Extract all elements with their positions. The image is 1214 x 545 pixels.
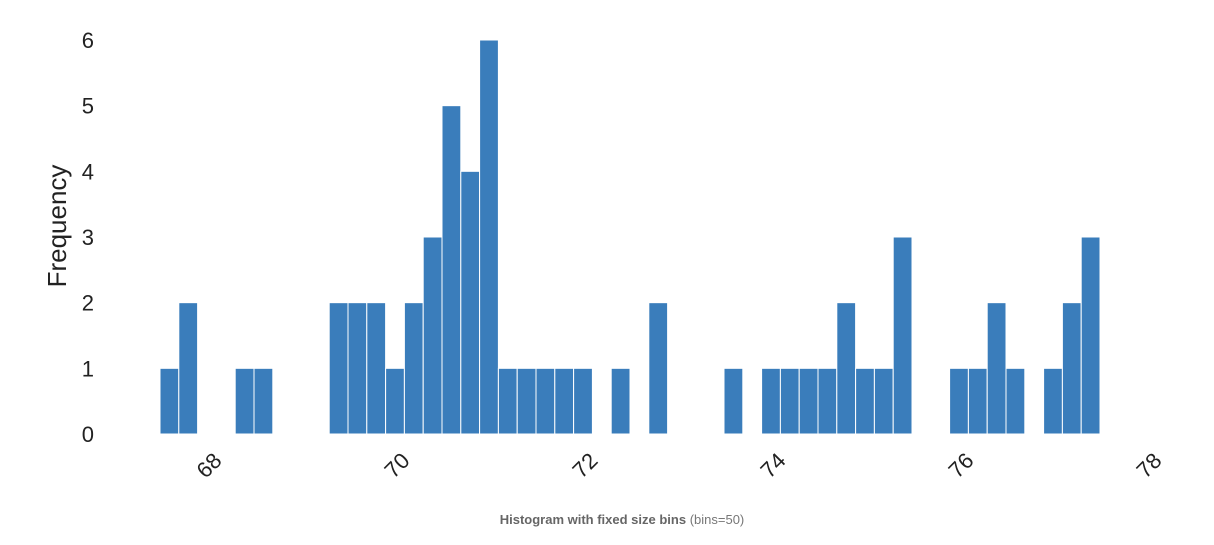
histogram-bar: [497, 367, 518, 435]
histogram-bar: [178, 302, 199, 435]
histogram-bar: [892, 236, 913, 435]
histogram-bar: [234, 367, 255, 435]
histogram-bar: [253, 367, 274, 435]
histogram-bar: [385, 367, 405, 435]
x-tick-label: 68: [192, 448, 227, 483]
histogram-bar: [1043, 367, 1063, 435]
histogram-bar: [159, 367, 180, 435]
histogram-bar: [761, 367, 781, 435]
x-tick-labels: 68 70 72 74 76 78: [192, 448, 1167, 483]
histogram-bar: [610, 367, 631, 435]
histogram-bar: [535, 367, 556, 435]
histogram-bar: [949, 367, 969, 435]
histogram-bar: [366, 302, 387, 435]
caption-detail: (bins=50): [686, 512, 745, 527]
y-tick-label: 6: [82, 28, 94, 53]
y-tick-label: 4: [82, 159, 94, 184]
histogram-bar: [573, 367, 593, 435]
histogram-bar: [1061, 302, 1082, 435]
histogram-bar: [1080, 236, 1101, 435]
chart-caption: Histogram with fixed size bins (bins=50): [0, 512, 1214, 527]
y-tick-label: 2: [82, 291, 94, 316]
x-tick-label: 70: [380, 448, 415, 483]
histogram-bar: [779, 367, 800, 435]
histogram-bar: [328, 302, 349, 435]
histogram-bar: [798, 367, 819, 435]
histogram-bar: [1005, 367, 1026, 435]
histogram-bar: [441, 105, 462, 435]
y-axis-title: Frequency: [42, 165, 72, 288]
x-tick-label: 78: [1132, 448, 1167, 483]
histogram-bar: [817, 367, 838, 435]
y-tick-label: 0: [82, 422, 94, 447]
y-tick-label: 5: [82, 94, 94, 119]
histogram-bar: [403, 302, 424, 435]
histogram-bar: [986, 302, 1007, 435]
histogram-bar: [479, 39, 499, 435]
histogram-bar: [422, 236, 443, 435]
bars-group: [159, 39, 1101, 435]
histogram-bar: [723, 367, 744, 435]
histogram-bar: [873, 367, 894, 435]
histogram-bar: [460, 170, 481, 435]
x-tick-label: 74: [756, 448, 791, 483]
histogram-bar: [554, 367, 575, 435]
histogram-bar: [855, 367, 875, 435]
x-tick-label: 72: [568, 448, 603, 483]
y-tick-labels: 0 1 2 3 4 5 6: [82, 28, 94, 447]
x-tick-label: 76: [944, 448, 979, 483]
histogram-bar: [648, 302, 669, 435]
histogram-bar: [516, 367, 537, 435]
histogram-bar: [967, 367, 988, 435]
y-tick-label: 3: [82, 225, 94, 250]
histogram-bar: [836, 302, 857, 435]
histogram-bar: [347, 302, 368, 435]
y-tick-label: 1: [82, 356, 94, 381]
caption-title: Histogram with fixed size bins: [499, 512, 687, 527]
